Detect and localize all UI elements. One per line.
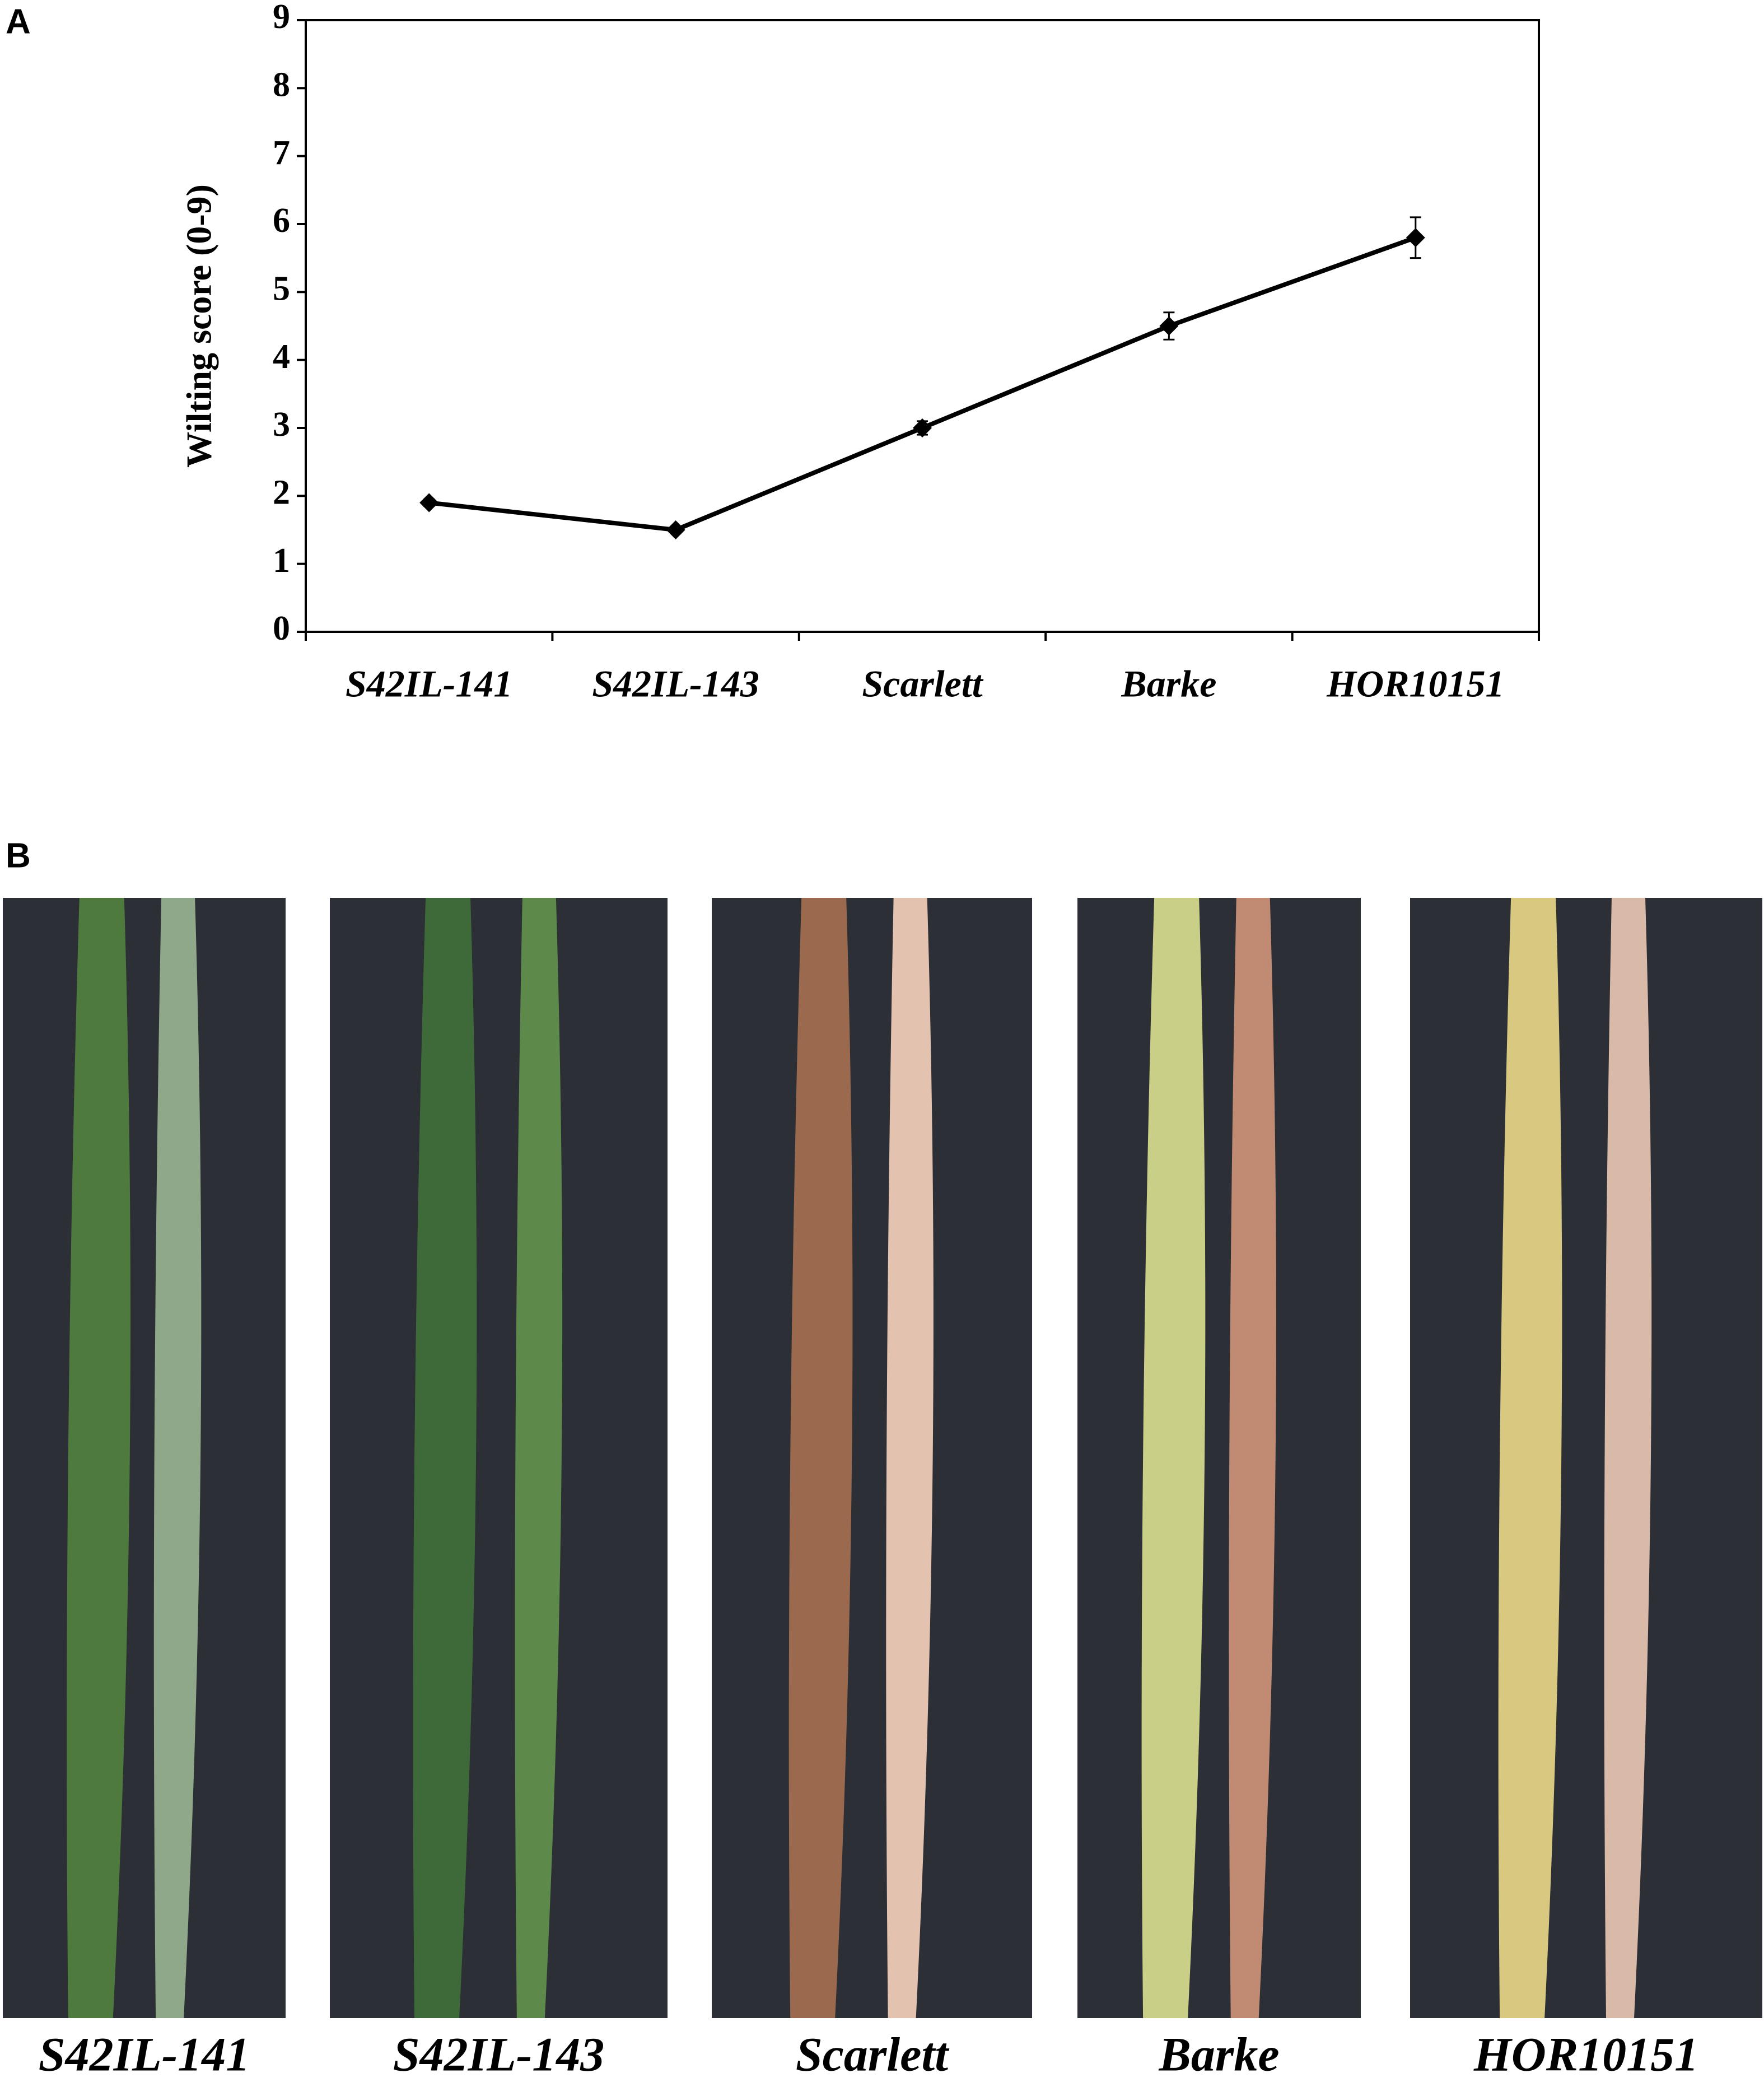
y-axis-label: Wilting score (0-9)	[179, 184, 219, 468]
photo-label: HOR10151	[1473, 2028, 1698, 2081]
x-tick-label: S42IL-141	[346, 663, 512, 705]
leaf	[788, 898, 853, 2018]
y-tick-label: 6	[273, 202, 290, 240]
leaf	[1604, 898, 1652, 2018]
plot-frame	[305, 19, 1540, 633]
y-tick-label: 1	[273, 542, 290, 580]
y-tick-label: 3	[273, 406, 290, 444]
y-tick-label: 8	[273, 66, 290, 104]
y-tick-label: 4	[273, 338, 290, 376]
y-tick-label: 5	[273, 270, 290, 308]
marker	[913, 418, 932, 437]
data-line	[428, 235, 1417, 533]
photo-label: S42IL-143	[393, 2028, 604, 2081]
leaf	[1141, 898, 1206, 2018]
y-tick-label: 9	[273, 0, 290, 36]
leaf	[515, 898, 563, 2018]
photo	[330, 898, 668, 2018]
panel-label: B	[6, 836, 31, 875]
leaf	[886, 898, 934, 2018]
marker	[1159, 316, 1179, 336]
x-tick-label: S42IL-143	[592, 663, 759, 705]
leaf	[1498, 898, 1562, 2018]
photo-label: Barke	[1159, 2028, 1280, 2081]
x-tick-label: Scarlett	[862, 663, 983, 705]
photo	[712, 898, 1032, 2018]
x-tick-label: Barke	[1121, 663, 1216, 705]
marker	[419, 493, 439, 513]
x-tick-label: HOR10151	[1326, 663, 1504, 705]
y-tick-label: 2	[273, 474, 290, 512]
photo	[3, 898, 286, 2018]
photo-label: Scarlett	[796, 2028, 950, 2081]
leaf	[413, 898, 477, 2018]
photo	[1077, 898, 1361, 2018]
marker	[666, 520, 685, 539]
leaf	[67, 898, 130, 2018]
photo-label: S42IL-141	[39, 2028, 250, 2081]
leaf	[1229, 898, 1276, 2018]
marker	[1406, 228, 1425, 248]
y-tick-label: 0	[273, 609, 290, 647]
panel-label: A	[6, 2, 31, 41]
photo	[1410, 898, 1762, 2018]
leaf	[153, 898, 202, 2018]
y-tick-label: 7	[273, 134, 290, 172]
